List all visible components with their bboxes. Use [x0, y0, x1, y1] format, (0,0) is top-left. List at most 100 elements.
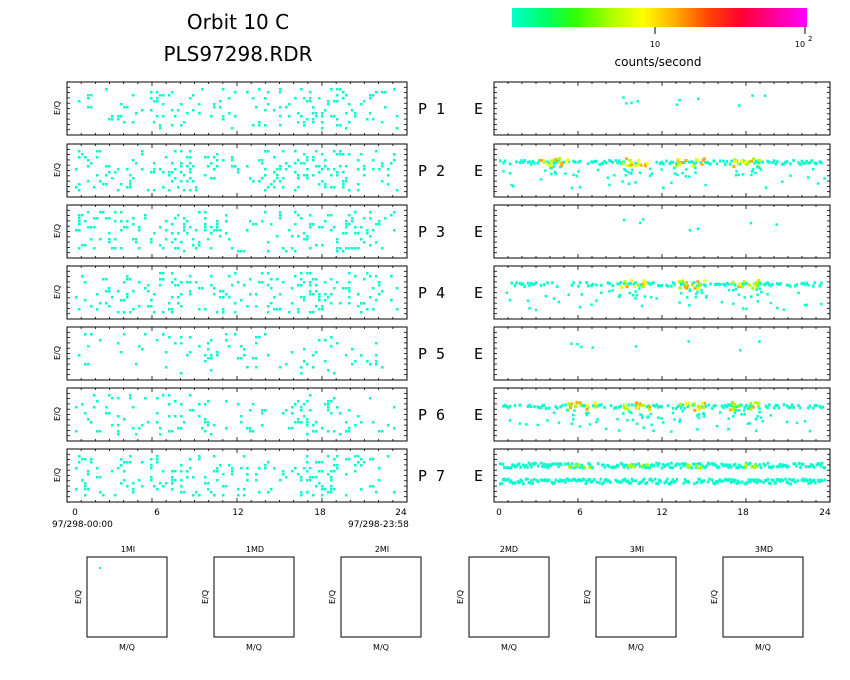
heatmap-cell — [744, 481, 748, 485]
heatmap-cell — [675, 103, 679, 106]
heatmap-cell — [745, 162, 749, 166]
heatmap-cell — [617, 282, 621, 286]
heatmap-cell — [330, 345, 333, 348]
heatmap-cell — [602, 463, 605, 467]
axis-ticks — [66, 449, 408, 502]
heatmap-cell — [556, 406, 559, 410]
heatmap-cell — [632, 283, 636, 287]
heatmap-cell — [210, 115, 213, 118]
heatmap-cell — [348, 189, 351, 192]
heatmap-cell — [339, 302, 342, 305]
heatmap-cell — [138, 427, 141, 430]
heatmap-cell — [655, 297, 658, 300]
heatmap-cell — [318, 293, 321, 296]
heatmap-cell — [78, 189, 81, 192]
heatmap-cell — [755, 481, 759, 485]
heatmap-cell — [807, 283, 810, 287]
right-x-axis: 0 6 12 18 24 — [496, 508, 831, 518]
heatmap-cell — [369, 296, 372, 299]
heatmap-cell — [297, 214, 300, 217]
heatmap-cell — [306, 470, 309, 473]
heatmap-cell — [303, 232, 306, 235]
heatmap-cell — [657, 405, 660, 409]
heatmap-cell — [518, 481, 521, 485]
heatmap-cell — [318, 183, 321, 186]
heatmap-cell — [742, 280, 746, 284]
heatmap-cell — [668, 162, 672, 166]
heatmap-cell — [546, 466, 550, 470]
heatmap-cell — [731, 281, 735, 285]
heatmap-cell — [584, 482, 588, 486]
heatmap-cell — [369, 397, 372, 400]
heatmap-cell — [303, 360, 306, 363]
heatmap-cell — [549, 464, 552, 468]
heatmap-cell — [387, 183, 390, 186]
heatmap-cell — [261, 162, 264, 165]
heatmap-cell — [523, 159, 526, 163]
heatmap-cell — [747, 462, 751, 466]
heatmap-cell — [102, 183, 105, 186]
heatmap-cell — [300, 272, 303, 275]
heatmap-cell — [330, 229, 333, 232]
heatmap-cell — [758, 479, 761, 483]
heatmap-cell — [696, 404, 700, 408]
heatmap-cell — [697, 477, 700, 481]
heatmap-cell — [78, 247, 81, 250]
heatmap-cell — [739, 349, 742, 352]
heatmap-cell — [740, 285, 744, 289]
heatmap-cell — [87, 363, 90, 366]
row-label-p4: P 4 — [418, 284, 445, 302]
heatmap-cell — [616, 161, 619, 165]
heatmap-cell — [638, 287, 641, 290]
heatmap-cell — [578, 425, 582, 428]
heatmap-cell — [609, 159, 613, 163]
heatmap-cell — [345, 220, 348, 223]
heatmap-cell — [321, 153, 324, 156]
heatmap-cell — [102, 494, 105, 497]
heatmap-cell — [348, 247, 351, 250]
heatmap-cell — [533, 282, 536, 286]
heatmap-cell — [776, 465, 779, 469]
heatmap-cell — [327, 214, 330, 217]
heatmap-cell — [673, 282, 676, 286]
heatmap-cell — [591, 346, 594, 349]
heatmap-cell — [333, 226, 336, 229]
heatmap-cell — [171, 162, 174, 165]
heatmap-cell — [306, 461, 309, 464]
heatmap-cell — [141, 485, 144, 488]
heatmap-cell — [150, 467, 153, 470]
heatmap-cell — [740, 159, 744, 163]
heatmap-cell — [593, 159, 597, 163]
heatmap-cell — [294, 97, 297, 100]
heatmap-cell — [108, 238, 111, 241]
heatmap-cell — [777, 478, 780, 482]
heatmap-cell — [315, 284, 318, 287]
heatmap-cell — [276, 308, 279, 311]
heatmap-cell — [324, 186, 327, 189]
heatmap-cell — [309, 394, 312, 397]
heatmap-cell — [534, 281, 538, 285]
heatmap-cell — [237, 488, 240, 491]
heatmap-cell — [279, 293, 282, 296]
heatmap-cell — [708, 462, 711, 466]
heatmap-cell — [198, 403, 201, 406]
heatmap-cell — [183, 491, 186, 494]
heatmap-cell — [315, 305, 318, 308]
heatmap-cell — [642, 463, 646, 467]
heatmap-cell — [204, 476, 207, 479]
heatmap-cell — [372, 159, 375, 162]
heatmap-cell — [279, 211, 282, 214]
heatmap-cell — [162, 278, 165, 281]
heatmap-cell — [225, 214, 228, 217]
heatmap-cell — [393, 153, 396, 156]
heatmap-cell — [210, 433, 213, 436]
heatmap-cell — [816, 182, 820, 185]
heatmap-cell — [300, 278, 303, 281]
heatmap-cell — [120, 229, 123, 232]
heatmap-cell — [189, 458, 192, 461]
heatmap-cell — [656, 464, 660, 468]
heatmap-cell — [117, 467, 120, 470]
heatmap-cell — [288, 103, 291, 106]
heatmap-cell — [811, 463, 814, 467]
heatmap-cell — [363, 278, 366, 281]
